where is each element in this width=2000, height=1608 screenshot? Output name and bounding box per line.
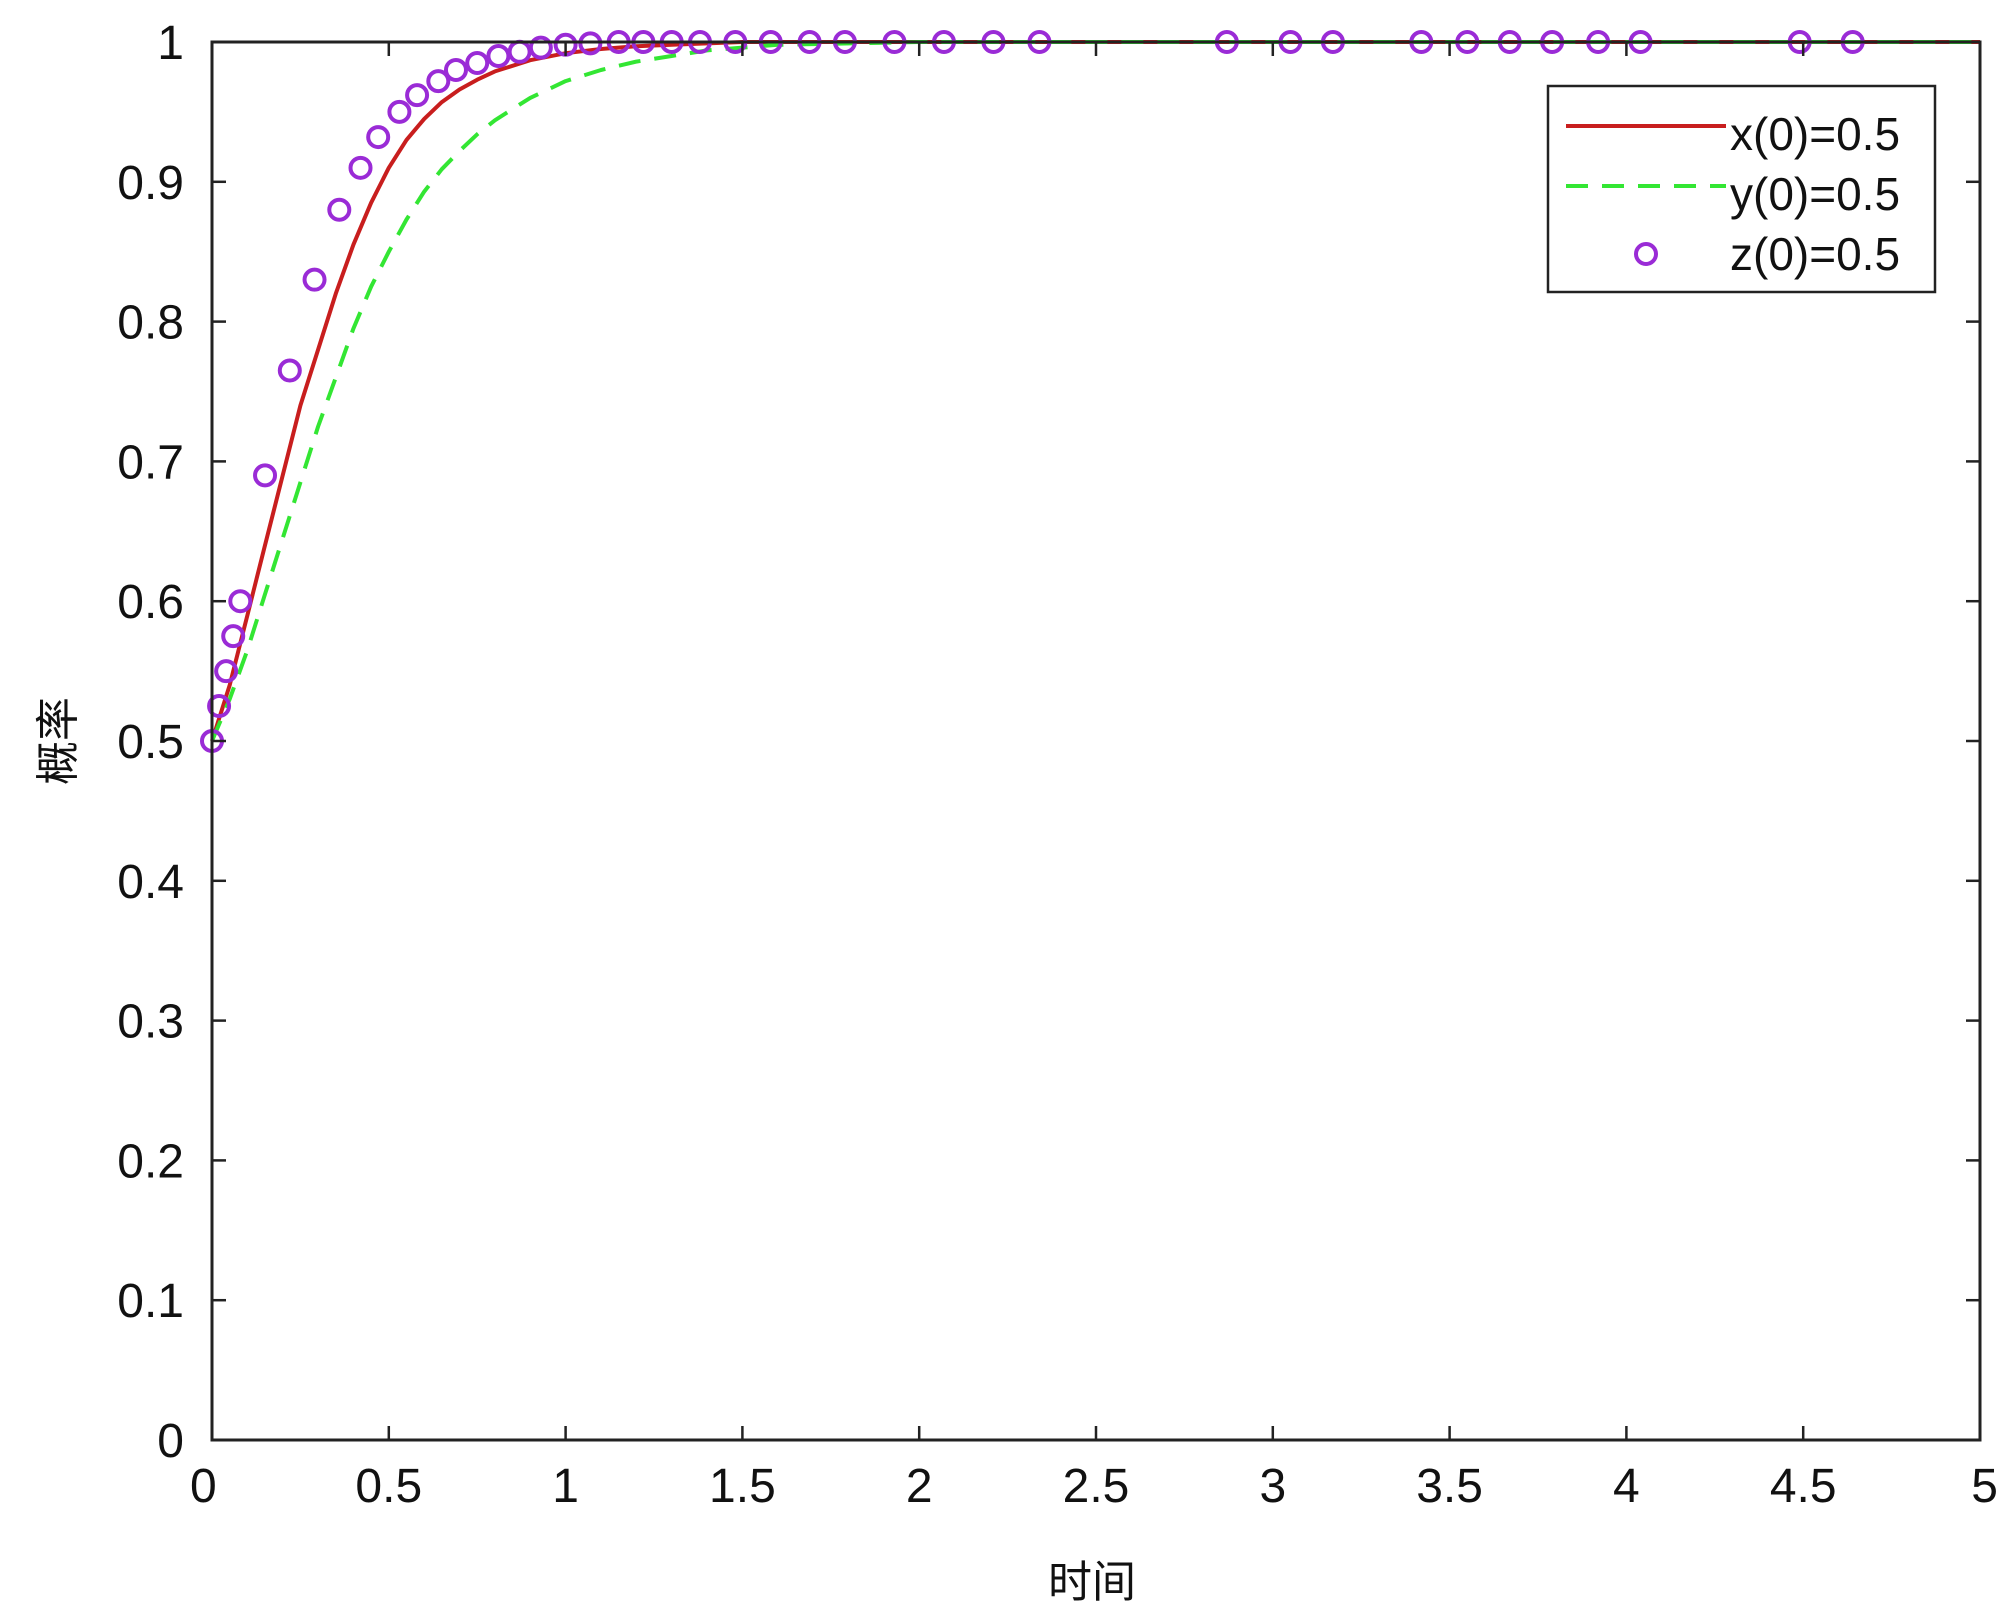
legend-label: y(0)=0.5	[1730, 168, 1900, 220]
series-z-marker	[387, 99, 412, 124]
x-tick-label: 4	[1613, 1460, 1640, 1513]
series-z-marker	[366, 125, 391, 150]
x-tick-label: 4.5	[1770, 1460, 1837, 1513]
y-tick-label: 0.3	[117, 996, 184, 1049]
y-tick-label: 0.4	[117, 856, 184, 909]
series-z-marker	[221, 624, 246, 649]
series-z-marker	[214, 659, 239, 684]
series-z-marker	[207, 694, 232, 719]
x-tick-label: 5	[1971, 1460, 1998, 1513]
y-tick-label: 0.7	[117, 436, 184, 489]
series-z-marker	[443, 57, 468, 82]
legend-label: z(0)=0.5	[1730, 228, 1900, 280]
series-z-marker	[348, 155, 373, 180]
series-z-marker	[465, 50, 490, 75]
series-z-marker	[405, 83, 430, 108]
y-tick-label: 1	[157, 17, 184, 70]
series-z-marker	[277, 358, 302, 383]
y-tick-label: 0.6	[117, 576, 184, 629]
x-tick-label: 1.5	[709, 1460, 776, 1513]
x-tick-label: 2	[906, 1460, 933, 1513]
x-tick-label: 2.5	[1063, 1460, 1130, 1513]
x-axis-label: 时间	[1048, 1557, 1136, 1608]
legend-label: x(0)=0.5	[1730, 108, 1900, 160]
y-tick-label: 0.8	[117, 297, 184, 350]
ticks-layer: 0 0.5 1 1.5 2 2.5 3 3.5 4 4.5 5 0 0.1 0.2 0.3 0.4 0.5 0.6…	[117, 17, 1998, 1513]
x-tick-label: 0.5	[355, 1460, 422, 1513]
series-z-marker	[327, 197, 352, 222]
series-z-marker	[253, 463, 278, 488]
legend: x(0)=0.5 y(0)=0.5 z(0)=0.5	[1546, 84, 1937, 294]
legend-box	[1546, 84, 1937, 294]
x-tick-label: 0	[190, 1460, 217, 1513]
y-tick-label: 0	[157, 1415, 184, 1468]
x-tick-label: 1	[552, 1460, 579, 1513]
y-tick-label: 0.5	[117, 716, 184, 769]
series-z-marker	[302, 267, 327, 292]
legend-marker-z	[1634, 242, 1658, 266]
y-tick-label: 0.2	[117, 1135, 184, 1188]
series-z-marker	[528, 35, 553, 60]
y-tick-label: 0.1	[117, 1275, 184, 1328]
y-tick-label: 0.9	[117, 157, 184, 210]
series-z-marker	[228, 589, 253, 614]
series-z-marker	[426, 69, 451, 94]
x-tick-label: 3.5	[1416, 1460, 1483, 1513]
x-tick-label: 3	[1259, 1460, 1286, 1513]
y-axis-label: 概率	[33, 697, 84, 785]
